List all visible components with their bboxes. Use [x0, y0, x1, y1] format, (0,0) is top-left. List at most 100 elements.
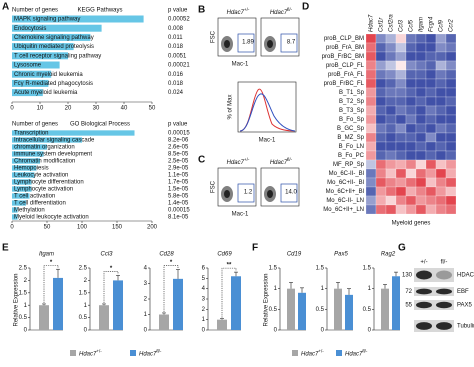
heatmap-cell: [415, 42, 427, 53]
heatmap-cell: [425, 186, 437, 197]
heatmap-cell: [415, 168, 427, 179]
heatmap-cell: [425, 78, 437, 89]
heatmap-cell: [435, 177, 447, 188]
plot-title: Cd28: [159, 252, 174, 258]
superscript: fl/-: [156, 349, 162, 354]
term-label: MAPK signaling pathway: [14, 17, 80, 23]
marker-label: 130: [402, 273, 413, 279]
heatmap-cell: [435, 159, 447, 170]
superscript: +/-: [244, 157, 250, 162]
x-tick-label: 50: [44, 225, 51, 231]
heatmap-cell: [425, 195, 437, 206]
heatmap-cell: [375, 60, 387, 71]
heatmap-cell: [365, 51, 377, 62]
y-tick-label: 6: [202, 266, 206, 272]
term-label: Intracellular signaling cascade: [14, 138, 95, 144]
heatmap-cell: [415, 150, 427, 161]
band: [436, 270, 452, 280]
heatmap-cell: [425, 123, 437, 134]
heatmap-cell: [415, 96, 427, 107]
heatmap-cell: [405, 42, 417, 53]
p-value: 0.008: [168, 26, 184, 32]
panel-label: E: [2, 243, 9, 254]
heatmap-cell: [405, 204, 417, 215]
term-label: Acute myeloid leukemia: [14, 90, 78, 96]
heatmap-cell: [445, 60, 457, 71]
x-tick-label: 20: [65, 106, 72, 112]
blot-strip: [414, 287, 454, 296]
p-value: 1.1e-05: [168, 173, 189, 179]
heatmap-cell: [365, 141, 377, 152]
heatmap-cell: [385, 195, 397, 206]
panel-label: C: [198, 155, 205, 166]
heatmap-cell: [445, 132, 457, 143]
axis-title: Number of genes: [12, 8, 58, 14]
heatmap-cell: [385, 33, 397, 44]
bar: [287, 288, 295, 330]
band: [436, 301, 452, 309]
gene-name: Hdac7: [270, 10, 288, 16]
heatmap-cell: [365, 105, 377, 116]
significance-bracket: [103, 271, 119, 303]
bar: [12, 61, 60, 69]
bar: [12, 186, 32, 192]
protein-label: Tubulin: [457, 324, 474, 330]
heatmap-cell: [385, 141, 397, 152]
heatmap-cell: [435, 87, 447, 98]
heatmap-cell: [405, 186, 417, 197]
p-value: 0.00015: [168, 208, 190, 214]
bar: [173, 278, 183, 330]
bar: [12, 158, 40, 164]
y-axis-title: FSC: [211, 30, 217, 43]
sample-label: B_MZ_Sp: [337, 135, 364, 141]
heatmap-cell: [425, 114, 437, 125]
gene-name: Hdac7: [301, 351, 319, 357]
bar: [12, 43, 74, 51]
superscript: +/-: [318, 349, 324, 354]
p-value: 8.2e-06: [168, 138, 189, 144]
heatmap-cell: [445, 123, 457, 134]
term-label: Leukocyte activation: [14, 173, 68, 179]
x-axis-title: Mac-1: [232, 62, 249, 68]
heatmap-cell: [405, 78, 417, 89]
x-tick-label: 150: [112, 225, 123, 231]
heatmap-cell: [365, 42, 377, 53]
heatmap-cell: [365, 177, 377, 188]
term-label: Hemopoiesis: [14, 166, 49, 172]
legend-swatch: [70, 350, 76, 356]
heatmap-cell: [435, 132, 447, 143]
bar: [12, 24, 102, 32]
panel-label: A: [2, 2, 9, 13]
significance: *: [170, 260, 173, 266]
heatmap-cell: [395, 177, 407, 188]
p-value: 0.018: [168, 81, 184, 87]
section-title: GO Biological Process: [70, 122, 130, 128]
gate: [280, 33, 298, 53]
x-axis-title: Mac-1: [232, 212, 249, 218]
heatmap-cell: [435, 114, 447, 125]
heatmap-cell: [425, 60, 437, 71]
heatmap-cell: [395, 78, 407, 89]
bar: [12, 137, 82, 143]
bar: [12, 70, 52, 78]
heatmap-cell: [425, 168, 437, 179]
genotype-label: Hdac7fl/-: [270, 7, 293, 15]
y-tick-label: 1: [84, 303, 88, 309]
heatmap-cell: [375, 168, 387, 179]
gene-label: Csf1r: [379, 17, 385, 32]
gene-name: Hdac7: [139, 351, 157, 357]
significance: *: [50, 260, 53, 266]
heatmap-cell: [435, 195, 447, 206]
bar: [12, 214, 18, 220]
heatmap-cell: [415, 159, 427, 170]
legend-swatch: [130, 350, 136, 356]
heatmap-cell: [375, 51, 387, 62]
heatmap-cell: [385, 114, 397, 125]
term-label: Chemokine signaling pathway: [14, 35, 94, 41]
heatmap-cell: [375, 177, 387, 188]
heatmap-cell: [395, 123, 407, 134]
heatmap-cell: [405, 159, 417, 170]
plot-title: Itgam: [39, 252, 54, 258]
heatmap-cell: [385, 168, 397, 179]
